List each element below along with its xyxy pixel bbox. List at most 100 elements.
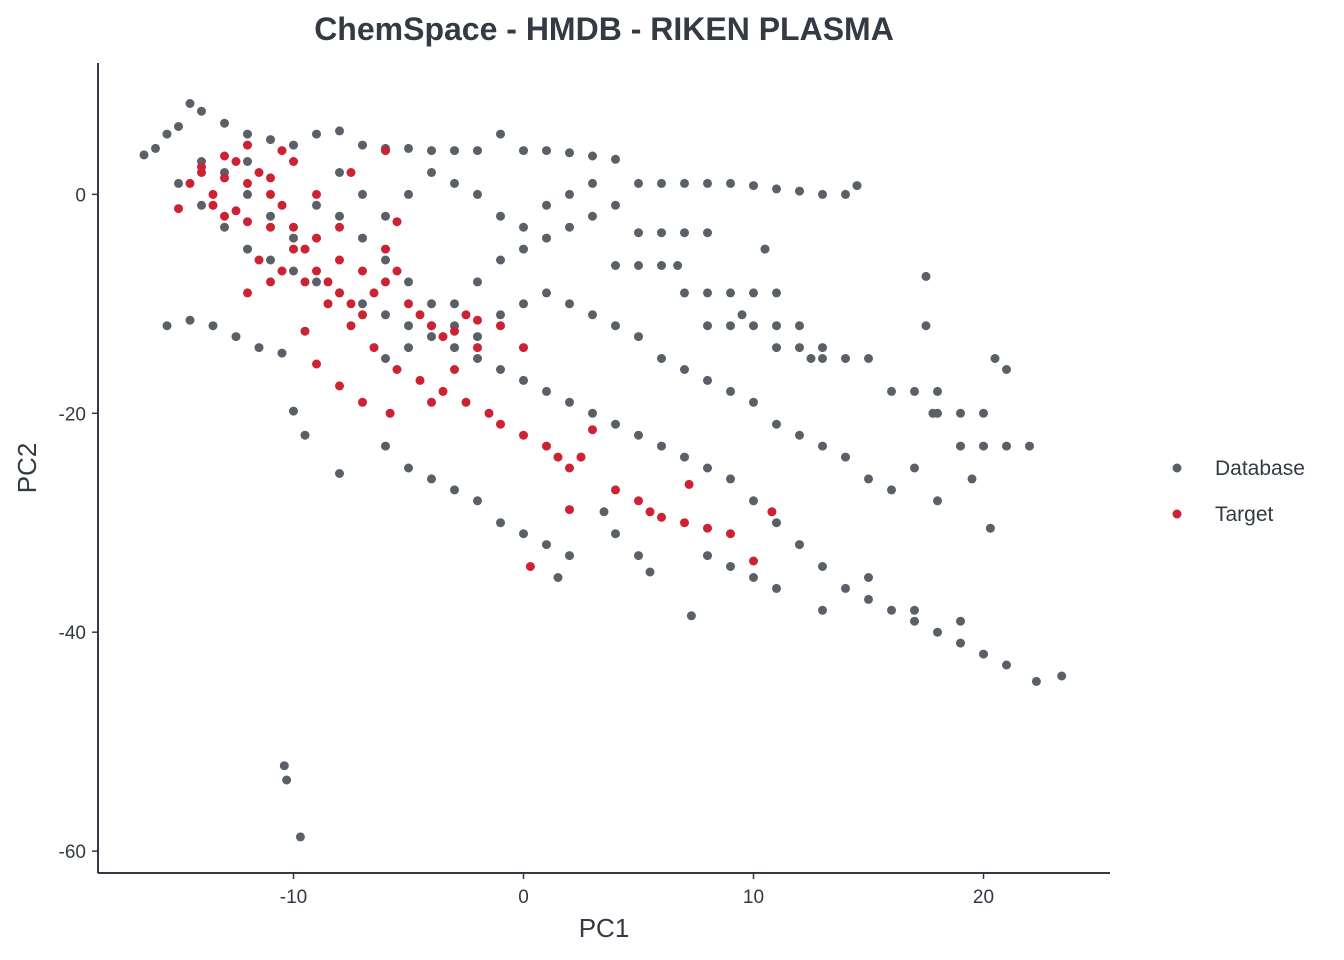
database-point (335, 126, 344, 136)
target-point (231, 206, 241, 216)
target-point (392, 365, 402, 374)
database-point (760, 244, 770, 254)
target-point (634, 496, 643, 506)
target-point (312, 233, 321, 243)
target-point (703, 523, 712, 533)
database-point (496, 365, 505, 374)
database-point (243, 129, 252, 139)
database-point (139, 150, 149, 160)
database-point (427, 474, 436, 484)
target-point (381, 244, 390, 254)
database-point (703, 288, 712, 298)
target-point (611, 485, 620, 495)
database-point (519, 529, 528, 539)
database-point (673, 261, 683, 270)
database-point (588, 178, 597, 188)
database-point (266, 255, 275, 265)
database-point (565, 397, 574, 407)
database-point (496, 310, 505, 320)
database-point (1002, 660, 1011, 670)
database-point (542, 200, 551, 210)
database-point (358, 299, 367, 309)
database-point (726, 321, 735, 331)
database-point (381, 354, 390, 363)
database-point (772, 343, 781, 353)
database-point (933, 408, 942, 418)
database-point (852, 181, 862, 191)
database-point (335, 211, 344, 221)
target-point (254, 255, 264, 265)
database-point (381, 211, 390, 221)
database-point (818, 189, 827, 199)
target-point (185, 178, 195, 188)
database-point (910, 616, 919, 626)
database-point (910, 605, 919, 615)
database-point (1057, 671, 1067, 681)
database-point (634, 430, 643, 440)
database-point (795, 430, 804, 440)
target-point (358, 266, 367, 276)
target-point (266, 173, 275, 183)
database-point (910, 463, 919, 473)
database-point (703, 375, 712, 385)
target-point (243, 140, 252, 150)
target-point (369, 343, 379, 353)
database-point (726, 178, 735, 188)
target-point (312, 359, 321, 369)
database-point (979, 441, 988, 451)
database-point (289, 140, 298, 150)
target-point (323, 299, 333, 309)
database-point (266, 135, 275, 145)
database-point (243, 189, 252, 199)
database-point (611, 419, 620, 429)
target-point (197, 168, 206, 177)
target-point (519, 430, 528, 440)
y-tick-label: -20 (59, 404, 86, 425)
legend-marker-database (1172, 463, 1182, 473)
database-point (703, 463, 712, 473)
database-point (772, 184, 781, 194)
database-point (335, 168, 344, 177)
target-point (312, 266, 321, 276)
target-point (220, 151, 229, 161)
database-point (174, 178, 183, 188)
y-tick-label: 0 (75, 185, 86, 206)
database-point (220, 118, 229, 128)
target-point (392, 217, 402, 227)
database-point (381, 310, 390, 320)
database-point (231, 332, 241, 342)
database-point (565, 189, 574, 199)
database-point (990, 354, 1000, 363)
database-point (887, 605, 896, 615)
legend-marker-target (1172, 509, 1182, 519)
database-point (749, 496, 758, 506)
database-point (680, 178, 689, 188)
database-point (864, 474, 873, 484)
database-point (657, 178, 666, 188)
x-tick-label: 0 (518, 887, 529, 908)
database-point (657, 228, 666, 238)
database-point (956, 408, 965, 418)
database-point (841, 189, 850, 199)
database-point (519, 222, 528, 232)
database-point (933, 386, 942, 396)
database-point (404, 277, 413, 287)
database-point (956, 616, 965, 626)
target-point (565, 463, 574, 473)
y-axis-title: PC2 (12, 443, 42, 494)
database-point (1025, 441, 1034, 451)
target-point (335, 288, 344, 298)
database-point (519, 146, 528, 156)
database-point (726, 562, 735, 571)
database-point (795, 343, 804, 353)
database-point (312, 277, 321, 287)
target-point (565, 505, 574, 515)
database-point (519, 375, 528, 385)
database-point (967, 474, 977, 484)
target-point (415, 310, 425, 320)
target-point (346, 321, 356, 331)
database-point (864, 354, 873, 363)
database-point (496, 211, 505, 221)
database-point (686, 611, 696, 621)
x-ticks: -10 0 10 20 (280, 873, 994, 908)
